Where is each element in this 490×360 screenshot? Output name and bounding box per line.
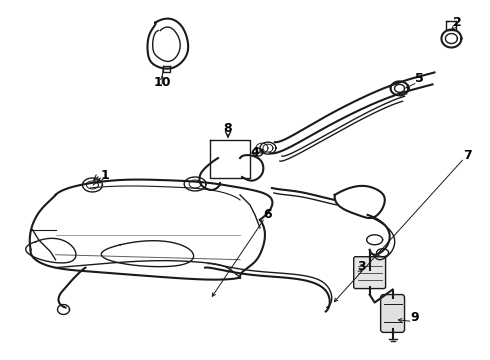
Text: 9: 9 <box>410 311 419 324</box>
Text: 1: 1 <box>101 168 110 181</box>
Text: 7: 7 <box>463 149 472 162</box>
Text: 8: 8 <box>224 122 232 135</box>
Text: 2: 2 <box>453 16 462 29</box>
FancyBboxPatch shape <box>354 257 386 289</box>
Text: 3: 3 <box>357 260 366 273</box>
FancyBboxPatch shape <box>381 294 405 332</box>
Text: 5: 5 <box>415 72 424 85</box>
Text: 10: 10 <box>153 76 171 89</box>
Text: 6: 6 <box>264 208 272 221</box>
Text: 4: 4 <box>250 145 259 159</box>
